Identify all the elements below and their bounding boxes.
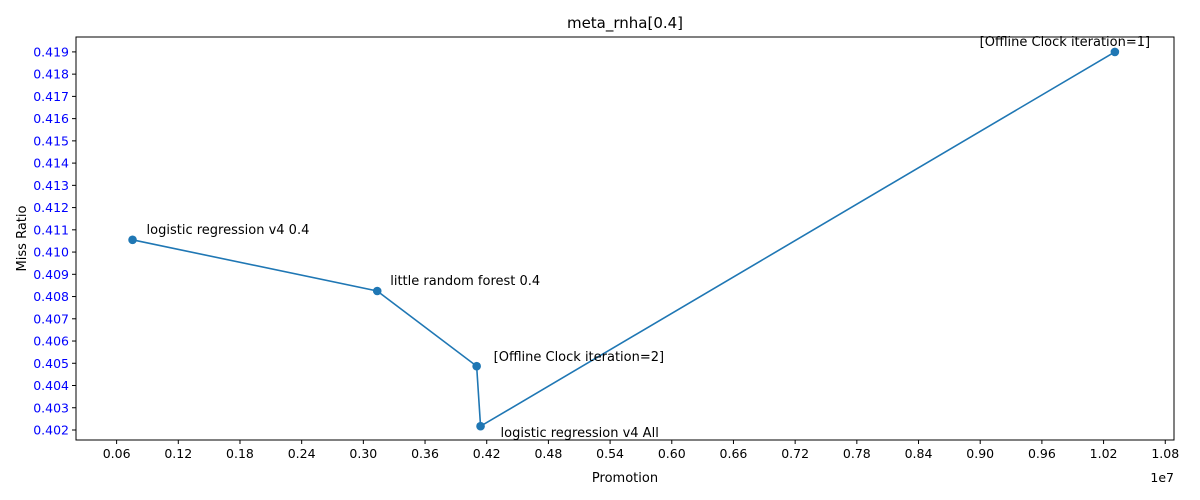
y-tick-label: 0.416: [33, 111, 69, 126]
point-annotation: logistic regression v4 0.4: [147, 223, 310, 238]
x-tick-label: 0.48: [534, 446, 562, 461]
point-annotation: [Offline Clock iteration=1]: [980, 35, 1150, 50]
chart-title: meta_rnha[0.4]: [567, 14, 683, 33]
y-tick-label: 0.406: [33, 334, 69, 349]
point-annotation: little random forest 0.4: [390, 274, 540, 289]
point-annotation: [Offline Clock iteration=2]: [494, 350, 664, 365]
y-axis-title: Miss Ratio: [15, 206, 30, 272]
y-tick-label: 0.403: [33, 400, 69, 415]
y-tick-label: 0.402: [33, 422, 69, 437]
x-tick-label: 0.24: [288, 446, 316, 461]
y-tick-label: 0.419: [33, 44, 69, 59]
x-tick-label: 0.60: [658, 446, 686, 461]
y-tick-label: 0.404: [33, 378, 69, 393]
x-tick-label: 1.08: [1151, 446, 1179, 461]
x-tick-label: 1.02: [1090, 446, 1118, 461]
x-tick-label: 0.36: [411, 446, 439, 461]
y-tick-label: 0.411: [33, 222, 69, 237]
x-tick-label: 0.54: [596, 446, 624, 461]
y-tick-label: 0.413: [33, 178, 69, 193]
x-tick-label: 0.30: [349, 446, 377, 461]
x-tick-label: 0.06: [103, 446, 131, 461]
series-line: [132, 51, 1116, 428]
y-tick-label: 0.417: [33, 89, 69, 104]
x-axis-title: Promotion: [592, 471, 658, 486]
x-axis-offset-label: 1e7: [1150, 470, 1174, 485]
y-tick-label: 0.410: [33, 245, 69, 260]
x-tick-label: 0.42: [473, 446, 501, 461]
x-tick-label: 0.90: [966, 446, 994, 461]
y-tick-label: 0.407: [33, 311, 69, 326]
y-tick-label: 0.408: [33, 289, 69, 304]
y-tick-label: 0.414: [33, 156, 69, 171]
y-tick-label: 0.415: [33, 133, 69, 148]
y-tick-label: 0.405: [33, 356, 69, 371]
plot-frame: [75, 36, 1175, 441]
data-point: [1110, 47, 1120, 57]
x-tick-label: 0.18: [226, 446, 254, 461]
data-point: [472, 361, 481, 371]
x-tick-label: 0.96: [1028, 446, 1056, 461]
y-tick-label: 0.418: [33, 67, 69, 82]
y-tick-label: 0.412: [33, 200, 69, 215]
x-tick-label: 0.12: [164, 446, 192, 461]
x-tick-label: 0.84: [905, 446, 933, 461]
x-tick-label: 0.72: [781, 446, 809, 461]
x-tick-label: 0.78: [843, 446, 871, 461]
data-point: [372, 286, 382, 296]
data-point: [128, 235, 137, 245]
y-tick-label: 0.409: [33, 267, 69, 282]
x-tick-label: 0.66: [720, 446, 748, 461]
point-annotation: logistic regression v4 All: [501, 426, 659, 441]
data-point: [476, 421, 485, 431]
